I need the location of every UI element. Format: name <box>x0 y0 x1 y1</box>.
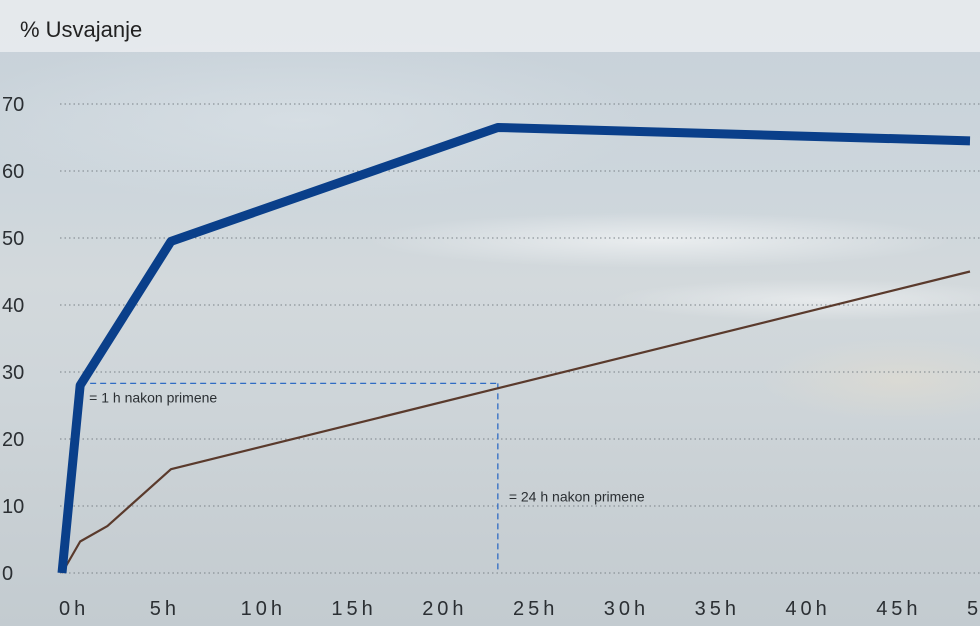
y-tick-label: 50 <box>2 228 24 250</box>
annotation-label: = 1 h nakon primene <box>89 389 217 405</box>
series-line-thick <box>57 122 971 574</box>
x-tick-label: 25h <box>513 598 558 620</box>
y-tick-label: 60 <box>2 161 24 183</box>
x-tick-label: 10h <box>241 598 286 620</box>
x-tick-label: 35h <box>695 598 740 620</box>
y-tick-label: 10 <box>2 496 24 518</box>
chart-title: % Usvajanje <box>20 17 143 42</box>
y-tick-label: 20 <box>2 429 24 451</box>
y-tick-label: 70 <box>2 94 24 116</box>
y-tick-label: 40 <box>2 295 24 317</box>
title-bar: % Usvajanje <box>0 0 980 52</box>
x-tick-label: 50h <box>967 598 980 620</box>
x-tick-label: 0h <box>59 598 89 620</box>
x-tick-label: 45h <box>876 598 921 620</box>
x-tick-label: 20h <box>422 598 467 620</box>
series-line-thin <box>61 270 971 574</box>
annotation-label: = 24 h nakon primene <box>509 489 645 505</box>
y-tick-label: 0 <box>2 563 13 585</box>
y-tick-label: 30 <box>2 362 24 384</box>
x-tick-label: 40h <box>785 598 830 620</box>
x-tick-label: 30h <box>604 598 649 620</box>
x-tick-label: 5h <box>150 598 180 620</box>
x-tick-label: 15h <box>331 598 376 620</box>
